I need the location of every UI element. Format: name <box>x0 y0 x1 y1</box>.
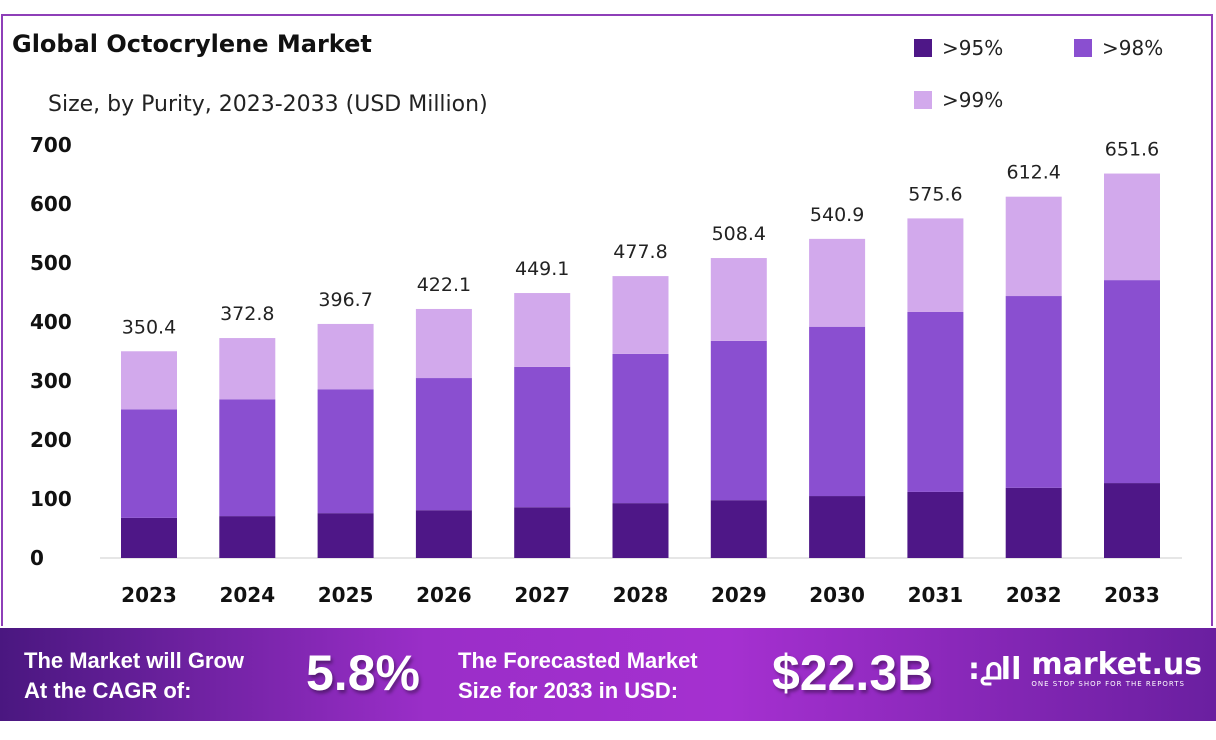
bar-segment-95-2027 <box>514 507 571 558</box>
bar-segment-95-2032 <box>1005 487 1062 558</box>
marketus-logo: :൧ll market.us ONE STOP SHOP FOR THE REP… <box>968 647 1203 689</box>
bar-segment-95-2030 <box>809 496 866 558</box>
forecast-label-line2: Size for 2033 in USD: <box>458 678 679 703</box>
y-tick-label: 400 <box>30 310 72 334</box>
bar-segment-98-2029 <box>710 340 767 501</box>
chart-frame <box>1 14 1213 626</box>
total-label: 372.8 <box>220 303 274 325</box>
bar-segment-95-2025 <box>317 513 374 558</box>
x-tick-label: 2025 <box>318 583 374 607</box>
legend-item-99: >99% <box>914 88 1003 112</box>
forecast-label: The Forecasted Market Size for 2033 in U… <box>458 646 698 706</box>
bar-segment-99-2025 <box>317 323 374 390</box>
total-label: 449.1 <box>515 258 569 280</box>
bar-segment-98-2033 <box>1104 280 1160 484</box>
bar-segment-99-2027 <box>514 293 571 367</box>
bar-segment-95-2029 <box>710 500 767 558</box>
bar-segment-99-2031 <box>907 218 964 312</box>
cagr-label-line1: The Market will Grow <box>24 648 245 673</box>
total-label: 422.1 <box>417 274 471 296</box>
total-label: 651.6 <box>1105 139 1159 161</box>
legend-swatch <box>914 39 932 57</box>
y-tick-label: 700 <box>30 133 72 157</box>
bar-segment-99-2029 <box>710 258 767 341</box>
legend-item-98: >98% <box>1074 36 1163 60</box>
bar-segment-95-2026 <box>415 510 472 558</box>
bar-segment-95-2023 <box>121 517 177 558</box>
x-tick-label: 2027 <box>514 583 570 607</box>
x-tick-label: 2031 <box>908 583 964 607</box>
bar-segment-99-2023 <box>121 351 177 410</box>
total-label: 350.4 <box>122 316 176 338</box>
bar-segment-99-2026 <box>415 308 472 379</box>
bar-chart: 0 100 200 300 400 500 600 700 350.4 2023 372.8 2024… <box>30 133 1182 607</box>
legend-swatch <box>1074 39 1092 57</box>
bar-segment-98-2024 <box>219 399 276 517</box>
total-label: 477.8 <box>613 241 667 263</box>
cagr-label: The Market will Grow At the CAGR of: <box>24 646 244 706</box>
bar-segment-99-2032 <box>1005 196 1062 297</box>
x-tick-label: 2023 <box>121 583 177 607</box>
total-label: 612.4 <box>1006 162 1060 184</box>
y-tick-label: 300 <box>30 369 72 393</box>
bar-segment-95-2024 <box>219 516 276 558</box>
bar-segment-95-2031 <box>907 491 964 558</box>
logo-tagline: ONE STOP SHOP FOR THE REPORTS <box>1031 680 1185 688</box>
bar-segment-98-2031 <box>907 311 964 492</box>
bar-segment-99-2033 <box>1104 173 1160 281</box>
x-tick-label: 2029 <box>711 583 767 607</box>
forecast-label-line1: The Forecasted Market <box>458 648 698 673</box>
bar-segment-98-2026 <box>415 378 472 511</box>
x-tick-label: 2024 <box>219 583 275 607</box>
x-tick-label: 2033 <box>1104 583 1160 607</box>
bar-segment-95-2028 <box>612 503 669 558</box>
x-tick-label: 2030 <box>809 583 865 607</box>
x-tick-label: 2028 <box>613 583 669 607</box>
x-tick-label: 2026 <box>416 583 472 607</box>
chart-title: Global Octocrylene Market <box>12 30 372 58</box>
y-tick-label: 500 <box>30 251 72 275</box>
y-tick-label: 200 <box>30 428 72 452</box>
y-tick-label: 100 <box>30 487 72 511</box>
legend-item-95: >95% <box>914 36 1003 60</box>
bar-segment-98-2030 <box>809 326 866 497</box>
bar-segment-99-2030 <box>809 238 866 327</box>
forecast-value: $22.3B <box>772 645 934 701</box>
total-label: 575.6 <box>908 183 962 205</box>
x-tick-label: 2032 <box>1006 583 1062 607</box>
cagr-value: 5.8% <box>306 645 420 701</box>
bar-segment-99-2024 <box>219 338 276 400</box>
chart-subtitle: Size, by Purity, 2023-2033 (USD Million) <box>48 92 488 117</box>
bar-segment-98-2027 <box>514 366 571 508</box>
total-label: 396.7 <box>318 289 372 311</box>
bar-segment-99-2028 <box>612 276 669 354</box>
bar-segment-98-2028 <box>612 353 669 504</box>
bar-segment-95-2033 <box>1104 483 1160 558</box>
bar-segment-98-2032 <box>1005 296 1062 488</box>
logo-icon: :൧ll <box>968 651 1022 687</box>
footer-banner: The Market will Grow At the CAGR of: 5.8… <box>0 628 1216 721</box>
logo-name: market.us <box>1031 647 1203 682</box>
y-tick-label: 0 <box>30 546 44 570</box>
bar-segment-98-2025 <box>317 389 374 514</box>
y-tick-label: 600 <box>30 192 72 216</box>
legend-swatch <box>914 91 932 109</box>
bar-segment-98-2023 <box>121 409 177 518</box>
total-label: 508.4 <box>712 223 766 245</box>
legend-label: >99% <box>942 88 1004 112</box>
legend-label: >98% <box>1102 36 1164 60</box>
cagr-label-line2: At the CAGR of: <box>24 678 192 703</box>
legend-label: >95% <box>942 36 1004 60</box>
total-label: 540.9 <box>810 204 864 226</box>
